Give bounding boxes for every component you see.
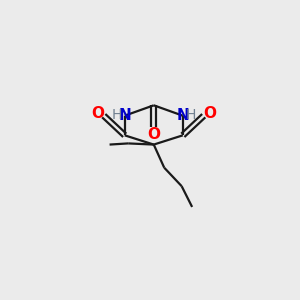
Text: O: O: [147, 127, 160, 142]
Text: O: O: [91, 106, 104, 121]
Text: H: H: [185, 108, 196, 122]
Text: N: N: [176, 107, 189, 122]
Text: H: H: [112, 108, 122, 122]
Text: N: N: [118, 107, 131, 122]
Text: O: O: [204, 106, 217, 121]
